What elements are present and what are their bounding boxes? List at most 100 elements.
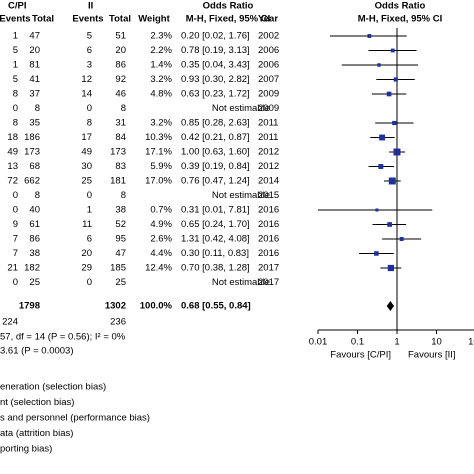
weight: 4.9% <box>150 219 172 230</box>
year: 2017 <box>258 263 279 274</box>
year: 2002 <box>258 31 279 42</box>
ci-label: Not estimable <box>212 103 270 114</box>
total: 1798 <box>19 301 40 312</box>
total: 95 <box>115 234 126 245</box>
total-events: 224 <box>2 317 18 328</box>
x-tick-label: 10 <box>431 337 442 348</box>
total-events: 236 <box>110 317 126 328</box>
year: 2012 <box>258 161 279 172</box>
total: 47 <box>29 31 40 42</box>
events: 6 <box>87 234 92 245</box>
events: 17 <box>81 132 92 143</box>
total: 86 <box>115 60 126 71</box>
header: Weight <box>138 14 170 25</box>
header: Total <box>32 14 54 25</box>
weight: 0.7% <box>150 205 172 216</box>
weight: 17.1% <box>145 147 172 158</box>
total: 8 <box>35 190 40 201</box>
total: 46 <box>115 89 126 100</box>
events: 0 <box>87 190 92 201</box>
year: 2015 <box>258 190 279 201</box>
point-estimate <box>374 251 379 256</box>
weight: 2.3% <box>150 31 172 42</box>
total: 92 <box>115 74 126 85</box>
total: 1302 <box>105 301 126 312</box>
total: 84 <box>115 132 126 143</box>
weight: 4.4% <box>150 248 172 259</box>
events: 13 <box>7 161 18 172</box>
year: 2009 <box>258 89 279 100</box>
total: 185 <box>110 263 126 274</box>
total: 51 <box>115 31 126 42</box>
total: 61 <box>29 219 40 230</box>
bias-legend: ata (attrition bias) <box>0 428 73 439</box>
point-estimate <box>386 91 392 97</box>
ci-label: 1.31 [0.42, 4.08] <box>181 234 250 245</box>
favours: Favours [C/PI] <box>330 350 391 361</box>
header: Total <box>109 14 131 25</box>
bias-legend: eneration (selection bias) <box>0 382 106 393</box>
bias-legend: nt (selection bias) <box>0 397 74 408</box>
events: 11 <box>82 219 92 230</box>
total: 186 <box>24 132 40 143</box>
total: 8 <box>121 190 126 201</box>
events: 0 <box>13 190 18 201</box>
weight: 1.4% <box>150 60 172 71</box>
ci-label: 0.85 [0.28, 2.63] <box>181 118 250 129</box>
year: 2011 <box>258 132 278 143</box>
total: 86 <box>29 234 40 245</box>
total: 38 <box>29 248 40 259</box>
header: Year <box>258 14 278 25</box>
year: 2006 <box>258 45 279 56</box>
header: Events <box>0 14 31 25</box>
weight: 2.2% <box>150 45 172 56</box>
total: 20 <box>29 45 40 56</box>
x-tick-label: 0.1 <box>351 337 364 348</box>
total: 81 <box>29 60 40 71</box>
total: 41 <box>29 74 40 85</box>
weight: 4.8% <box>150 89 172 100</box>
events: 12 <box>81 74 92 85</box>
point-estimate <box>379 134 386 141</box>
events: 8 <box>13 118 18 129</box>
ci-label: 0.20 [0.02, 1.76] <box>181 31 250 42</box>
heterogeneity: 57, df = 14 (P = 0.56); I² = 0% <box>0 332 126 343</box>
events: 5 <box>13 74 18 85</box>
point-estimate <box>367 34 372 38</box>
total: 182 <box>24 263 40 274</box>
total: 25 <box>115 277 126 288</box>
events: 49 <box>81 147 92 158</box>
point-estimate <box>399 237 404 241</box>
events: 7 <box>13 234 18 245</box>
events: 1 <box>87 205 92 216</box>
total: 8 <box>35 103 40 114</box>
group-label: C/PI <box>8 1 26 12</box>
events: 0 <box>13 277 18 288</box>
x-tick-label: 0.01 <box>309 337 328 348</box>
bias-legend: s and personnel (performance bias) <box>0 413 150 424</box>
events: 5 <box>13 45 18 56</box>
summary-diamond <box>386 301 395 311</box>
ci-label: 0.65 [0.24, 1.70] <box>181 219 250 230</box>
events: 8 <box>13 89 18 100</box>
ci-label: 0.35 [0.04, 3.43] <box>181 60 250 71</box>
header: Odds Ratio <box>375 1 426 12</box>
total: 47 <box>115 248 126 259</box>
total: 31 <box>115 118 126 129</box>
point-estimate <box>390 48 395 53</box>
year: 2014 <box>258 176 279 187</box>
events: 3 <box>87 60 92 71</box>
total: 25 <box>29 277 40 288</box>
point-estimate <box>387 264 394 272</box>
point-estimate <box>393 148 401 156</box>
events: 14 <box>81 89 92 100</box>
total: 173 <box>24 147 40 158</box>
weight: 3.2% <box>150 118 172 129</box>
events: 6 <box>87 45 92 56</box>
year: 2009 <box>258 103 279 114</box>
events: 9 <box>13 219 18 230</box>
point-estimate <box>377 63 381 67</box>
total: 173 <box>110 147 126 158</box>
ci-label: 0.39 [0.19, 0.84] <box>181 161 250 172</box>
